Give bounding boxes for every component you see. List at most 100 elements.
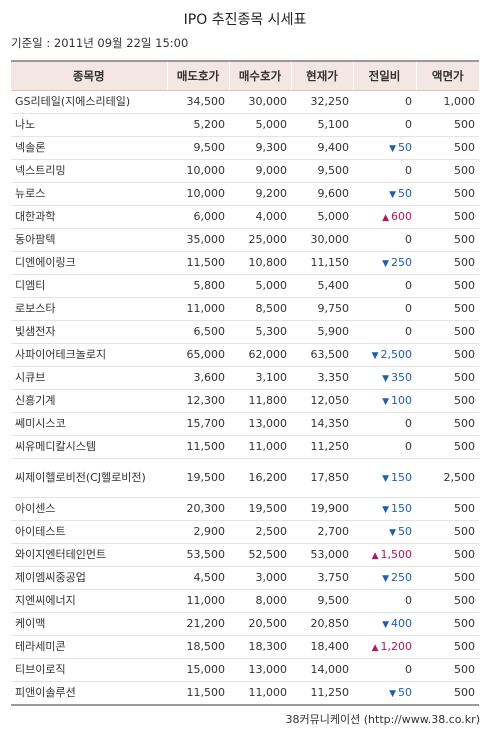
stock-name: 넥스트리밍 bbox=[11, 159, 167, 183]
table-row: 로보스타 11,000 8,500 9,750 0 500 bbox=[11, 297, 479, 321]
face-value: 500 bbox=[416, 635, 479, 659]
sell-price: 11,500 bbox=[167, 251, 229, 275]
face-value: 500 bbox=[416, 205, 479, 229]
price-change-value: 0 bbox=[405, 325, 412, 338]
table-row: 나노 5,200 5,000 5,100 0 500 bbox=[11, 113, 479, 137]
buy-price: 5,000 bbox=[229, 113, 291, 137]
price-change: ▼ 100 bbox=[353, 389, 416, 413]
stock-name: 아이테스트 bbox=[11, 520, 167, 544]
stock-name: 티브이로직 bbox=[11, 658, 167, 682]
face-value: 500 bbox=[416, 228, 479, 252]
sell-price: 65,000 bbox=[167, 343, 229, 367]
price-change-value: 250 bbox=[391, 255, 412, 269]
col-header-change: 전일비 bbox=[352, 62, 416, 91]
current-price: 5,000 bbox=[291, 205, 353, 229]
table-row: 지엔씨에너지 11,000 8,000 9,500 0 500 bbox=[11, 589, 479, 613]
buy-price: 25,000 bbox=[229, 228, 291, 252]
stock-name: 나노 bbox=[11, 113, 167, 137]
table-row: 동아팜텍 35,000 25,000 30,000 0 500 bbox=[11, 228, 479, 252]
sell-price: 11,000 bbox=[167, 297, 229, 321]
triangle-down-icon: ▼ bbox=[382, 373, 389, 384]
buy-price: 9,200 bbox=[229, 182, 291, 206]
col-header-name: 종목명 bbox=[11, 62, 167, 91]
table-row: 와이지엔터테인먼트 53,500 52,500 53,000 ▲ 1,500 500 bbox=[11, 543, 479, 567]
sell-price: 10,000 bbox=[167, 159, 229, 183]
stock-name: 동아팜텍 bbox=[11, 228, 167, 252]
stock-name: 뉴로스 bbox=[11, 182, 167, 206]
price-change-value: 0 bbox=[405, 95, 412, 108]
price-change-value: 50 bbox=[398, 685, 412, 699]
triangle-down-icon: ▼ bbox=[389, 143, 396, 154]
table-row: GS리테일(지에스리테일) 34,500 30,000 32,250 0 1,000 bbox=[11, 90, 479, 114]
stock-name: 제이엠씨중공업 bbox=[11, 566, 167, 590]
stock-name: 지엔씨에너지 bbox=[11, 589, 167, 613]
col-header-current: 현재가 bbox=[290, 62, 353, 91]
price-change-value: 50 bbox=[398, 524, 412, 538]
current-price: 63,500 bbox=[291, 343, 353, 367]
face-value: 500 bbox=[416, 274, 479, 298]
price-change: 0 bbox=[353, 320, 416, 344]
price-change-value: 0 bbox=[405, 164, 412, 177]
triangle-down-icon: ▼ bbox=[382, 396, 389, 407]
stock-name: 빛샘전자 bbox=[11, 320, 167, 344]
table-row: 씨유메디칼시스템 11,500 11,000 11,250 0 500 bbox=[11, 435, 479, 459]
stock-name: 넥솔론 bbox=[11, 136, 167, 160]
triangle-down-icon: ▼ bbox=[389, 688, 396, 699]
table-row: 제이엠씨중공업 4,500 3,000 3,750 ▼ 250 500 bbox=[11, 566, 479, 590]
table-row: 케이맥 21,200 20,500 20,850 ▼ 400 500 bbox=[11, 612, 479, 636]
price-change: 0 bbox=[353, 297, 416, 321]
current-price: 17,850 bbox=[291, 458, 353, 498]
price-change: 0 bbox=[353, 228, 416, 252]
price-change-value: 1,200 bbox=[380, 639, 413, 653]
sell-price: 6,000 bbox=[167, 205, 229, 229]
buy-price: 3,100 bbox=[229, 366, 291, 390]
stock-name: 디엔에이링크 bbox=[11, 251, 167, 275]
sell-price: 5,200 bbox=[167, 113, 229, 137]
triangle-down-icon: ▼ bbox=[382, 258, 389, 269]
buy-price: 5,000 bbox=[229, 274, 291, 298]
sell-price: 11,500 bbox=[186, 686, 226, 699]
face-value: 2,500 bbox=[416, 458, 479, 498]
face-value: 500 bbox=[416, 136, 479, 160]
current-price: 9,750 bbox=[291, 297, 353, 321]
triangle-down-icon: ▼ bbox=[371, 350, 379, 361]
face-value: 500 bbox=[416, 159, 479, 183]
buy-price: 62,000 bbox=[229, 343, 291, 367]
page-title: IPO 추진종목 시세표 bbox=[183, 12, 307, 28]
stock-name: 테라세미콘 bbox=[11, 635, 167, 659]
face-value: 500 bbox=[416, 251, 479, 275]
stock-name: 씨유메디칼시스템 bbox=[11, 435, 167, 459]
buy-price: 9,300 bbox=[229, 136, 291, 160]
current-price: 20,850 bbox=[291, 612, 353, 636]
sell-price: 6,500 bbox=[167, 320, 229, 344]
buy-price: 2,500 bbox=[229, 520, 291, 544]
quote-table-container: 종목명 매도호가 매수호가 현재가 전일비 액면가 GS리테일(지에스리테일) 3… bbox=[11, 60, 479, 706]
current-price: 12,050 bbox=[291, 389, 353, 413]
buy-price: 13,000 bbox=[229, 658, 291, 682]
sell-price: 21,200 bbox=[167, 612, 229, 636]
buy-price: 16,200 bbox=[229, 458, 291, 498]
price-change: ▼ 150 bbox=[353, 497, 416, 521]
base-time: 기준일 : 2011년 09월 22일 15:00 bbox=[11, 36, 189, 50]
buy-price: 19,500 bbox=[229, 497, 291, 521]
table-row: 신흥기계 12,300 11,800 12,050 ▼ 100 500 bbox=[11, 389, 479, 413]
current-price: 14,000 bbox=[291, 658, 353, 682]
buy-price: 11,000 bbox=[248, 686, 288, 699]
sell-price: 9,500 bbox=[167, 136, 229, 160]
stock-name: 사파이어테크놀로지 bbox=[11, 343, 167, 367]
current-price: 5,100 bbox=[291, 113, 353, 137]
source-credit: 38커뮤니케이션 (http://www.38.co.kr) bbox=[285, 713, 480, 726]
face-value: 500 bbox=[416, 412, 479, 436]
price-change-value: 1,500 bbox=[380, 547, 413, 561]
current-price: 11,150 bbox=[291, 251, 353, 275]
table-row: 피앤이솔루션 11,500 11,000 11,250 ▼ 50 500 bbox=[11, 682, 479, 705]
face-value: 500 bbox=[416, 435, 479, 459]
stock-name: 시큐브 bbox=[11, 366, 167, 390]
price-change: 0 bbox=[353, 274, 416, 298]
buy-price: 5,300 bbox=[229, 320, 291, 344]
sell-price: 11,000 bbox=[167, 589, 229, 613]
table-row: 대한과학 6,000 4,000 5,000 ▲ 600 500 bbox=[11, 205, 479, 229]
price-change: ▼ 250 bbox=[353, 566, 416, 590]
stock-name: 디엠티 bbox=[11, 274, 167, 298]
table-row: 아이테스트 2,900 2,500 2,700 ▼ 50 500 bbox=[11, 520, 479, 544]
